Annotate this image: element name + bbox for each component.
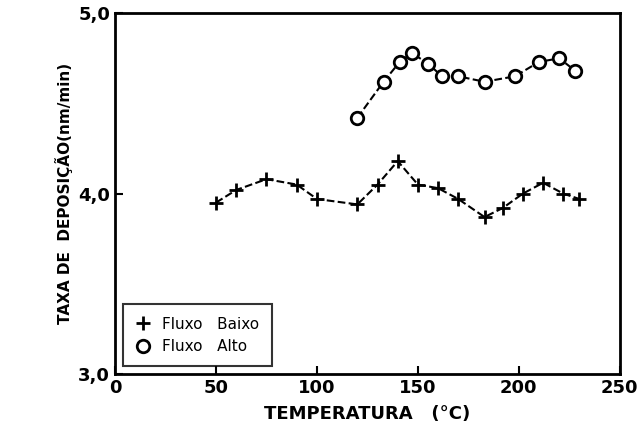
Legend: Fluxo   Baixo, Fluxo   Alto: Fluxo Baixo, Fluxo Alto <box>123 304 272 367</box>
X-axis label: TEMPERATURA   (°C): TEMPERATURA (°C) <box>265 405 470 423</box>
Y-axis label: TAXA DE  DEPOSIÇÃO(nm/min): TAXA DE DEPOSIÇÃO(nm/min) <box>55 63 73 324</box>
